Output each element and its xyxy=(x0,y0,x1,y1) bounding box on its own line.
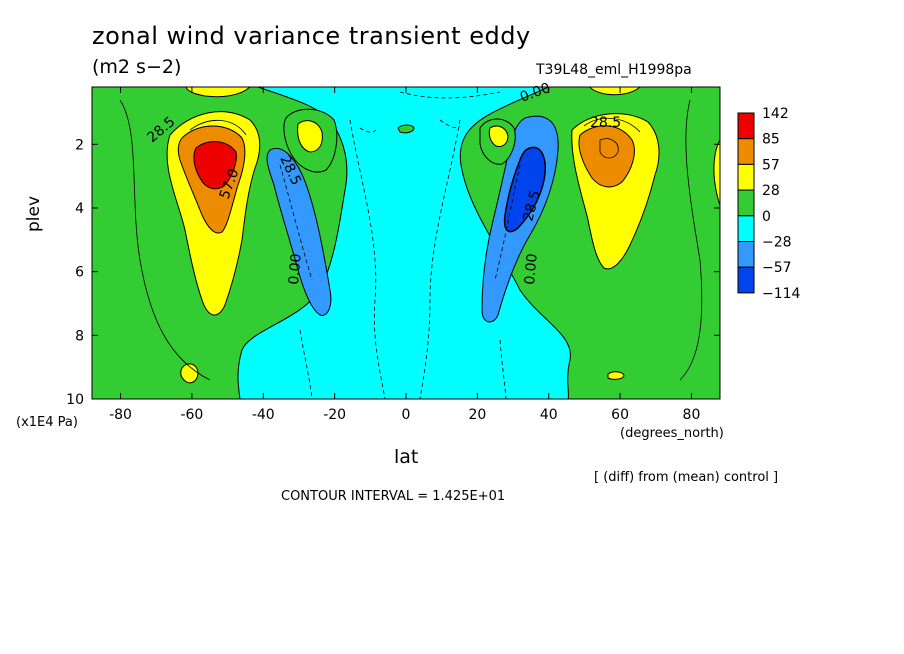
y-tick-label: 6 xyxy=(75,265,84,281)
sh-blue-region xyxy=(266,147,332,316)
units-label: (m2 s−2) xyxy=(92,56,182,78)
colorbar: 142 85 57 28 0 −28 −57 −114 xyxy=(737,106,801,302)
sh-top-yellow-patch xyxy=(185,87,251,98)
colorbar-swatch xyxy=(737,215,755,243)
contour-label: 0.00 xyxy=(286,253,305,285)
y-tick-label: 8 xyxy=(75,328,84,344)
chart-title: zonal wind variance transient eddy xyxy=(92,22,531,50)
contour-label: 28.5 xyxy=(590,115,621,131)
diff-note: [ (diff) from (mean) control ] xyxy=(594,470,779,485)
equator-green-patch xyxy=(397,124,415,134)
nh-core-minimum xyxy=(503,146,546,233)
colorbar-swatch xyxy=(737,138,755,165)
colorbar-label: 85 xyxy=(762,132,780,148)
colorbar-label: 28 xyxy=(762,183,780,199)
run-name: T39L48_eml_H1998pa xyxy=(536,62,692,78)
y-axis-label: plev xyxy=(24,195,44,232)
nh-orange-region xyxy=(578,125,635,188)
colorbar-label: 57 xyxy=(762,157,780,173)
contour-interval: CONTOUR INTERVAL = 1.425E+01 xyxy=(281,489,506,504)
nh-lower-yellow-dot xyxy=(607,371,625,380)
colorbar-swatch xyxy=(737,266,755,294)
colorbar-swatch xyxy=(737,112,755,140)
colorbar-label: −28 xyxy=(762,235,792,251)
contour-label: 0.00 xyxy=(522,253,541,285)
y-tick-label: 2 xyxy=(75,137,84,153)
x-axis: -80 -60 -40 -20 0 20 40 60 80 xyxy=(109,87,700,423)
x-tick-label: 40 xyxy=(540,407,558,423)
x-tick-label: -40 xyxy=(252,407,275,423)
y-axis: 2 4 6 8 10 xyxy=(66,137,720,408)
sh-core-maximum xyxy=(193,141,237,190)
contour-label: 28.5 xyxy=(520,189,544,223)
colorbar-swatch xyxy=(737,241,755,268)
x-axis-units: (degrees_north) xyxy=(620,426,724,441)
x-axis-label: lat xyxy=(394,446,419,468)
y-tick-label: 10 xyxy=(66,392,84,408)
x-tick-label: 80 xyxy=(683,407,701,423)
x-tick-label: -80 xyxy=(109,407,132,423)
sh-lower-yellow-dot xyxy=(180,363,199,384)
colorbar-label: −114 xyxy=(762,286,801,302)
x-tick-label: 20 xyxy=(468,407,486,423)
colorbar-swatch xyxy=(737,163,755,191)
nh-top-yellow-patch xyxy=(589,87,641,96)
plot-area xyxy=(92,87,720,399)
y-tick-label: 4 xyxy=(75,201,84,217)
negative-contours xyxy=(279,91,521,399)
colorbar-swatch xyxy=(737,189,755,217)
x-tick-label: -60 xyxy=(180,407,203,423)
colorbar-label: −57 xyxy=(762,260,792,276)
x-tick-label: -20 xyxy=(323,407,346,423)
colorbar-label: 0 xyxy=(762,209,771,225)
sh-upper-yellow-blob xyxy=(297,120,323,153)
colorbar-label: 142 xyxy=(762,106,789,122)
x-tick-label: 60 xyxy=(611,407,629,423)
x-tick-label: 0 xyxy=(402,407,411,423)
y-axis-units: (x1E4 Pa) xyxy=(16,415,78,430)
nh-upper-yellow-blob xyxy=(488,125,509,147)
contour-lines xyxy=(119,99,703,381)
